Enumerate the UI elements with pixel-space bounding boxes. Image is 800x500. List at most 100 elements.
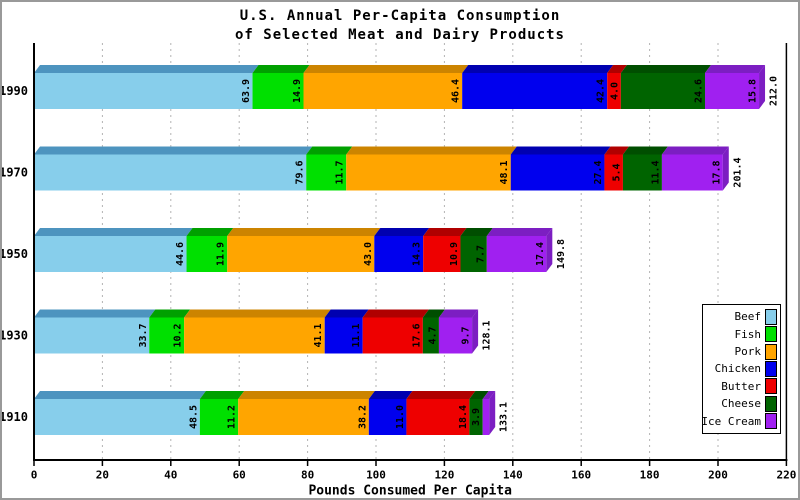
bar-segment-1930-butter — [362, 317, 423, 354]
legend-swatch — [765, 308, 777, 325]
x-tick-label-100: 100 — [366, 469, 386, 482]
segment-label-1990-beef: 63.9 — [241, 79, 252, 103]
bar-top-face-1990-ice-cream — [705, 65, 766, 73]
bar-segment-1930-ice-cream — [438, 317, 473, 354]
x-tick-label-180: 180 — [640, 469, 660, 482]
bar-top-face-1910-fish — [199, 391, 245, 399]
legend-item-chicken: Chicken — [703, 360, 777, 377]
segment-label-1990-butter: 4.0 — [609, 82, 620, 100]
legend-label: Butter — [721, 379, 761, 393]
bar-segment-1970-pork — [346, 154, 511, 191]
x-tick-label-60: 60 — [233, 469, 246, 482]
bar-segment-1970-butter — [604, 154, 623, 191]
bar-top-face-1910-beef — [34, 391, 206, 399]
bar-top-face-1970-pork — [346, 146, 517, 155]
x-tick-label-80: 80 — [301, 469, 314, 482]
x-tick-label-120: 120 — [434, 469, 454, 482]
bar-top-face-1950-beef — [34, 228, 193, 236]
segment-label-1930-pork: 41.1 — [313, 323, 324, 347]
bar-top-face-1930-butter — [362, 309, 429, 318]
bar-top-face-1910-ice-cream — [482, 391, 496, 399]
bar-segment-1990-cheese — [620, 73, 706, 109]
legend-item-pork: Pork — [703, 343, 777, 360]
segment-label-1990-fish: 14.9 — [292, 79, 303, 103]
segment-label-1950-butter: 10.9 — [449, 242, 460, 266]
segment-label-1910-fish: 11.2 — [227, 405, 238, 429]
total-label-1970: 201.4 — [732, 157, 743, 187]
bar-top-face-1990-fish — [252, 65, 310, 73]
segment-label-1950-cheese: 7.7 — [475, 245, 486, 263]
segment-label-1950-ice-cream: 17.4 — [535, 242, 546, 266]
bar-segment-1930-chicken — [324, 317, 363, 354]
bar-segment-1910-butter — [406, 399, 470, 435]
legend-item-fish: Fish — [703, 326, 777, 343]
bar-top-face-1970-chicken — [510, 146, 611, 155]
bar-segment-1990-beef — [34, 73, 253, 109]
bar-end-face-1910 — [489, 391, 496, 435]
segment-label-1970-ice-cream: 17.8 — [711, 160, 722, 184]
bar-segment-1970-ice-cream — [661, 154, 723, 191]
bar-end-face-1930 — [472, 309, 479, 354]
segment-label-1910-chicken: 11.0 — [395, 405, 406, 429]
bar-end-face-1990 — [759, 65, 766, 109]
legend-label: Chicken — [714, 362, 761, 376]
x-tick-label-200: 200 — [708, 469, 728, 482]
bar-segment-1910-fish — [199, 399, 239, 435]
segment-label-1910-butter: 18.4 — [458, 405, 469, 429]
segment-label-1950-fish: 11.9 — [216, 242, 227, 266]
segment-label-1930-ice-cream: 9.7 — [461, 326, 472, 344]
bar-segment-1950-cheese — [460, 236, 487, 272]
chart-title: U.S. Annual Per-Capita Consumption of Se… — [2, 7, 798, 45]
bar-top-face-1990-cheese — [620, 65, 712, 73]
bar-segment-1910-pork — [238, 399, 369, 435]
bar-segment-1950-butter — [423, 236, 461, 272]
segment-label-1930-butter: 17.6 — [411, 323, 422, 347]
legend-item-beef: Beef — [703, 308, 777, 325]
bar-segment-1970-beef — [34, 154, 307, 191]
segment-label-1930-fish: 10.2 — [173, 323, 184, 347]
bar-segment-1910-beef — [34, 399, 200, 435]
segment-label-1990-cheese: 24.6 — [694, 79, 705, 103]
legend-item-cheese: Cheese — [703, 395, 777, 412]
bar-top-face-1970-fish — [306, 146, 353, 155]
bar-top-face-1930-pork — [184, 309, 331, 318]
bar-segment-1950-chicken — [374, 236, 424, 272]
segment-label-1970-cheese: 11.4 — [650, 160, 661, 184]
x-tick-label-0: 0 — [31, 469, 38, 482]
bar-top-face-1990-chicken — [462, 65, 614, 73]
segment-label-1970-fish: 11.7 — [335, 160, 346, 184]
legend-swatch — [765, 413, 777, 430]
bar-segment-1950-fish — [186, 236, 228, 272]
bar-top-face-1950-ice-cream — [486, 228, 553, 236]
legend-item-butter: Butter — [703, 378, 777, 395]
bar-top-face-1970-cheese — [622, 146, 668, 155]
bar-segment-1990-fish — [252, 73, 304, 109]
bar-top-face-1950-chicken — [374, 228, 430, 236]
bar-segment-1990-pork — [303, 73, 463, 109]
legend-label: Pork — [734, 345, 762, 359]
bar-segment-1910-chicken — [368, 399, 407, 435]
bar-segment-1910-cheese — [469, 399, 483, 435]
bar-segment-1970-chicken — [510, 154, 605, 191]
bar-top-face-1970-ice-cream — [661, 146, 729, 155]
y-axis-label-1970: 1970 — [2, 166, 28, 180]
segment-label-1950-pork: 43.0 — [363, 242, 374, 266]
bar-segment-1910-ice-cream — [482, 399, 490, 435]
bar-top-face-1950-pork — [227, 228, 381, 236]
y-axis-label-1990: 1990 — [2, 84, 28, 98]
segment-label-1970-pork: 48.1 — [499, 160, 510, 184]
segment-label-1990-pork: 46.4 — [451, 79, 462, 103]
bar-top-face-1990-pork — [303, 65, 469, 73]
bar-top-face-1930-fish — [149, 309, 191, 318]
total-label-1930: 128.1 — [482, 320, 493, 350]
bar-segment-1950-beef — [34, 236, 187, 272]
bar-top-face-1910-chicken — [368, 391, 413, 399]
bar-top-face-1930-beef — [34, 309, 156, 318]
bar-segment-1970-cheese — [622, 154, 662, 191]
bar-top-face-1950-butter — [423, 228, 467, 236]
bar-top-face-1930-ice-cream — [438, 309, 479, 318]
